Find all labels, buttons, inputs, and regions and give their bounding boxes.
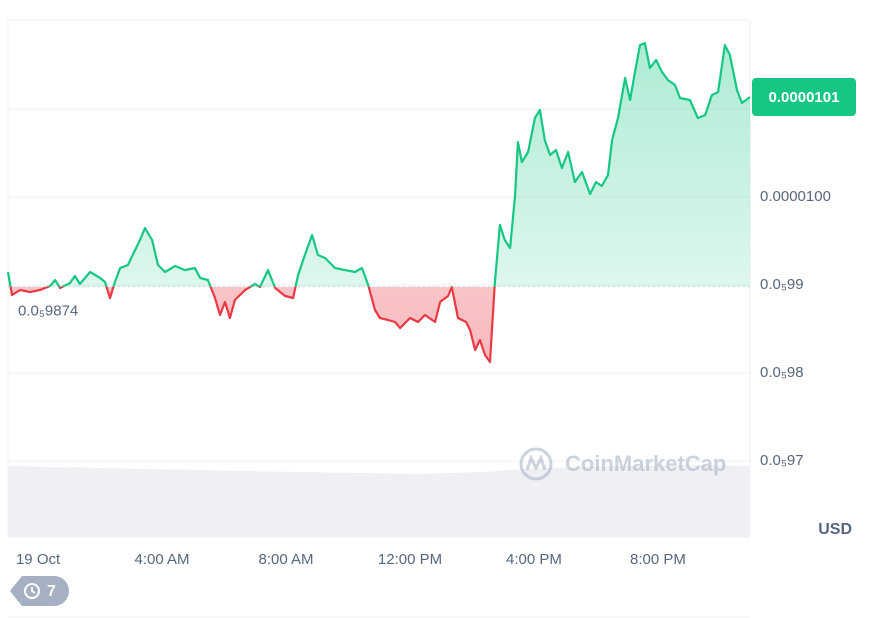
y-tick-label: 0.0₅98 [760, 364, 804, 381]
watermark-logo-mark [525, 454, 547, 472]
plot [6, 42, 751, 462]
x-tick-label: 12:00 PM [378, 551, 442, 568]
history-icon [24, 583, 40, 599]
currency-label: USD [818, 521, 852, 538]
watermark-text: CoinMarketCap [565, 451, 726, 476]
history-count: 7 [47, 583, 56, 600]
history-badge[interactable]: 7 [10, 576, 69, 606]
x-tick-label: 8:00 AM [258, 551, 313, 568]
x-tick-label: 4:00 PM [506, 551, 562, 568]
history-icon-hand [31, 587, 36, 594]
x-tick-label: 4:00 AM [135, 551, 190, 568]
y-tick-label: 0.0₅99 [760, 276, 804, 293]
volume-area [8, 465, 750, 537]
x-tick-label: 8:00 PM [630, 551, 686, 568]
y-tick-label: 0.0000100 [760, 188, 831, 205]
watermark: CoinMarketCap [519, 447, 726, 481]
last-price-label: 0.0000101 [769, 89, 840, 106]
watermark-logo [519, 447, 553, 481]
area-up [8, 43, 750, 287]
y-tick-label: 0.0₅97 [760, 452, 804, 469]
price-line-down [9, 286, 496, 364]
x-tick-label: 19 Oct [16, 551, 61, 568]
price-line-up [6, 42, 751, 287]
baseline-label: 0.0₅9874 [18, 303, 78, 320]
last-price-badge [752, 78, 856, 117]
